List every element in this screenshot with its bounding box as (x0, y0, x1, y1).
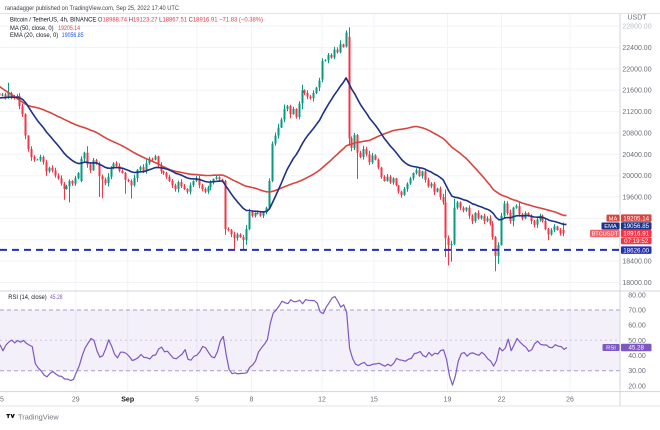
svg-text:MA: MA (609, 216, 618, 222)
svg-text:19205.14: 19205.14 (58, 25, 80, 32)
svg-text:22400.00: 22400.00 (622, 45, 651, 52)
svg-text:19056.85: 19056.85 (62, 32, 84, 39)
svg-text:19: 19 (444, 397, 452, 404)
svg-text:ranadagger published on Tradin: ranadagger published on TradingView.com,… (5, 5, 179, 12)
svg-text:50.00: 50.00 (628, 338, 646, 345)
svg-text:20800.00: 20800.00 (622, 130, 651, 137)
svg-text:RSI (14, close): RSI (14, close) (8, 294, 46, 301)
svg-text:19056.85: 19056.85 (623, 223, 649, 230)
svg-text:15: 15 (370, 397, 378, 404)
svg-text:18626.00: 18626.00 (623, 247, 649, 254)
svg-text:RSI: RSI (606, 346, 616, 352)
svg-text:20000.00: 20000.00 (622, 173, 651, 180)
svg-text:22: 22 (498, 397, 506, 404)
svg-text:USDT: USDT (627, 15, 647, 22)
svg-text:5: 5 (0, 397, 4, 404)
svg-text:19205.14: 19205.14 (623, 215, 649, 222)
svg-text:5: 5 (195, 397, 199, 404)
svg-text:18400.00: 18400.00 (622, 259, 651, 266)
svg-text:BTCUSDT: BTCUSDT (592, 232, 619, 238)
svg-text:Bitcoin / TetherUS, 4h, BINANC: Bitcoin / TetherUS, 4h, BINANCE O18988.7… (10, 17, 263, 24)
svg-text:22800.00: 22800.00 (622, 24, 651, 31)
svg-text:EMA: EMA (604, 224, 617, 230)
svg-text:26: 26 (566, 397, 574, 404)
svg-text:EMA (20, close, 0): EMA (20, close, 0) (10, 32, 58, 39)
svg-text:45.28: 45.28 (50, 294, 63, 301)
svg-text:29: 29 (72, 397, 80, 404)
svg-text:12: 12 (318, 397, 326, 404)
svg-text:30.00: 30.00 (628, 368, 646, 375)
svg-text:40.00: 40.00 (628, 353, 646, 360)
svg-text:18916.91: 18916.91 (623, 231, 649, 238)
svg-text:21600.00: 21600.00 (622, 88, 651, 95)
svg-text:45.28: 45.28 (628, 345, 644, 352)
svg-text:MA (50, close, 0): MA (50, close, 0) (10, 25, 54, 32)
svg-text:70.00: 70.00 (628, 308, 646, 315)
svg-text:20400.00: 20400.00 (622, 152, 651, 159)
svg-text:19600.00: 19600.00 (622, 195, 651, 202)
svg-text:20.00: 20.00 (628, 383, 646, 390)
svg-text:21200.00: 21200.00 (622, 109, 651, 116)
svg-text:80.00: 80.00 (628, 292, 646, 299)
svg-text:Sep: Sep (121, 397, 134, 404)
svg-text:60.00: 60.00 (628, 323, 646, 330)
svg-text:18000.00: 18000.00 (622, 280, 651, 287)
svg-text:07:19:52: 07:19:52 (624, 238, 649, 245)
svg-text:8: 8 (250, 397, 254, 404)
svg-text:22000.00: 22000.00 (622, 66, 651, 73)
svg-text:TradingView: TradingView (18, 413, 59, 422)
